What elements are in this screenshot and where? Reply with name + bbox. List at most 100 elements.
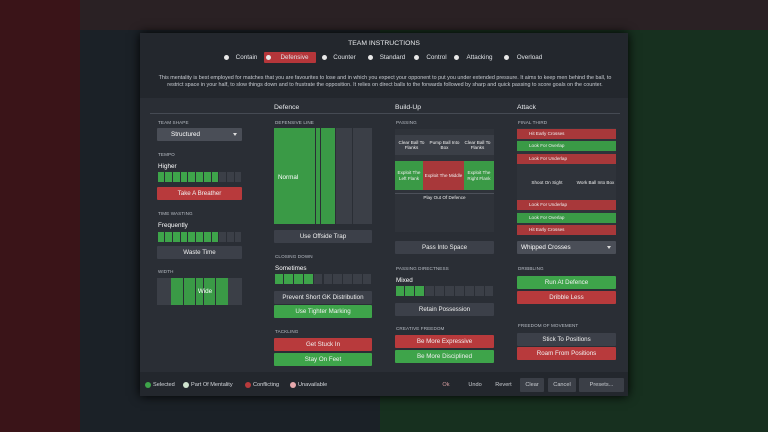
- slider-segment[interactable]: [333, 274, 343, 284]
- defensive-line-stripe: [315, 128, 316, 224]
- slider-segment[interactable]: [211, 232, 219, 242]
- slider-segment[interactable]: [445, 286, 454, 296]
- passing-zone[interactable]: Clear Ball To Flanks: [461, 135, 494, 155]
- slider-segment[interactable]: [165, 172, 172, 182]
- passing-zone[interactable]: Play Out Of Defence: [423, 195, 466, 201]
- slider-segment[interactable]: [188, 172, 196, 182]
- slider-segment[interactable]: [172, 232, 180, 242]
- defensive-line-stripe: [320, 128, 321, 224]
- slider-segment[interactable]: [464, 286, 474, 296]
- dropdown[interactable]: Structured: [157, 128, 242, 141]
- footer-button[interactable]: Cancel: [548, 378, 576, 392]
- footer-button[interactable]: Clear: [520, 378, 544, 392]
- slider-segment[interactable]: [274, 274, 284, 284]
- footer-button[interactable]: Ok: [442, 382, 450, 388]
- slider-segment[interactable]: [294, 274, 303, 284]
- top-bar: [80, 0, 768, 30]
- final-third-zone[interactable]: Look For Overlap: [517, 141, 616, 151]
- mentality-tab[interactable]: Control: [412, 52, 452, 63]
- legend-entry: Selected: [145, 380, 185, 389]
- final-third-zone[interactable]: Look For Overlap: [517, 213, 616, 223]
- final-third-zone[interactable]: Hit Early Crosses: [517, 225, 616, 235]
- section-label: PASSING DIRECTNESS: [396, 266, 449, 271]
- instruction-button[interactable]: Use Offside Trap: [274, 230, 372, 243]
- instruction-button[interactable]: Pass Into Space: [395, 241, 494, 254]
- slider-segment[interactable]: [323, 274, 333, 284]
- footer-button[interactable]: Revert: [495, 382, 512, 388]
- slider-segment[interactable]: [303, 274, 313, 284]
- slider-segment[interactable]: [219, 232, 227, 242]
- final-third-zone[interactable]: Shoot On Sight: [531, 180, 563, 186]
- sidebar: [0, 0, 80, 432]
- slider-segment[interactable]: [415, 286, 425, 296]
- slider-segment[interactable]: [234, 232, 242, 242]
- slider-segment[interactable]: [352, 274, 362, 284]
- slider-segment[interactable]: [172, 172, 180, 182]
- slider-segment[interactable]: [435, 286, 444, 296]
- instruction-button[interactable]: Be More Disciplined: [395, 350, 494, 363]
- mentality-tab[interactable]: Standard: [366, 52, 410, 63]
- final-third-zone[interactable]: Look For Underlap: [517, 154, 616, 164]
- mentality-tab[interactable]: Contain: [222, 52, 262, 63]
- column-header: Build-Up: [395, 104, 422, 111]
- slider-segment[interactable]: [196, 232, 203, 242]
- instruction-button[interactable]: Dribble Less: [517, 291, 616, 304]
- slider-segment[interactable]: [484, 286, 494, 296]
- mentality-tab[interactable]: Attacking: [452, 52, 498, 63]
- slider-segment[interactable]: [395, 286, 405, 296]
- instruction-button[interactable]: Use Tighter Marking: [274, 305, 372, 318]
- slider-segment[interactable]: [284, 274, 294, 284]
- slider-segment[interactable]: [227, 232, 234, 242]
- slider-segment[interactable]: [227, 172, 234, 182]
- slider-segment[interactable]: [203, 172, 211, 182]
- instruction-button[interactable]: Stick To Positions: [517, 333, 616, 346]
- instruction-button[interactable]: Run At Defence: [517, 276, 616, 289]
- dropdown[interactable]: Whipped Crosses: [517, 241, 616, 254]
- mentality-tab[interactable]: Defensive: [264, 52, 316, 63]
- slider-segment[interactable]: [211, 172, 219, 182]
- slider-segment[interactable]: [180, 232, 188, 242]
- final-third-zone[interactable]: Hit Early Crosses: [517, 129, 616, 139]
- slider-segment[interactable]: [234, 172, 242, 182]
- instruction-button[interactable]: Be More Expressive: [395, 335, 494, 348]
- slider-segment[interactable]: [362, 274, 372, 284]
- final-third-zone[interactable]: Look For Underlap: [517, 200, 616, 210]
- slider-segment[interactable]: [425, 286, 435, 296]
- slider-segment[interactable]: [165, 232, 172, 242]
- passing-zone[interactable]: Exploit The Right Flank: [464, 161, 494, 190]
- footer-button[interactable]: Undo: [468, 382, 482, 388]
- slider-segment[interactable]: [474, 286, 484, 296]
- slider-segment[interactable]: [180, 172, 188, 182]
- passing-zone[interactable]: Exploit The Middle: [423, 161, 464, 190]
- slider-segment[interactable]: [454, 286, 464, 296]
- slider-segment[interactable]: [196, 172, 203, 182]
- passing-zone[interactable]: Pump Ball Into Box: [428, 135, 461, 155]
- passing-zone[interactable]: Exploit The Left Flank: [395, 161, 423, 190]
- instruction-button[interactable]: Roam From Positions: [517, 347, 616, 360]
- slider-segment[interactable]: [188, 232, 196, 242]
- instruction-button[interactable]: Stay On Feet: [274, 353, 372, 366]
- slider-segment[interactable]: [203, 232, 211, 242]
- section-label: TEAM SHAPE: [158, 120, 189, 125]
- instruction-button[interactable]: Prevent Short GK Distribution: [274, 291, 372, 304]
- column-header: Defence: [274, 104, 300, 111]
- passing-zone[interactable]: Clear Ball To Flanks: [395, 135, 428, 155]
- mentality-tab[interactable]: Overload: [502, 52, 548, 63]
- instruction-button[interactable]: Waste Time: [157, 246, 242, 259]
- section-label: DRIBBLING: [518, 266, 544, 271]
- width-stripe: [203, 278, 204, 305]
- slider-segment[interactable]: [313, 274, 323, 284]
- mentality-tab[interactable]: Counter: [320, 52, 360, 63]
- instruction-button[interactable]: Retain Possession: [395, 303, 494, 316]
- footer-button[interactable]: Presets...: [579, 378, 624, 392]
- instruction-button[interactable]: Get Stuck In: [274, 338, 372, 351]
- slider-segment[interactable]: [157, 172, 165, 182]
- slider-segment[interactable]: [157, 232, 165, 242]
- final-third-zone[interactable]: Work Ball Into Box: [576, 180, 615, 186]
- slider-segment[interactable]: [343, 274, 352, 284]
- defensive-line-zone: [274, 128, 335, 224]
- instruction-button[interactable]: Take A Breather: [157, 187, 242, 200]
- slider-segment[interactable]: [405, 286, 415, 296]
- slider-segment[interactable]: [219, 172, 227, 182]
